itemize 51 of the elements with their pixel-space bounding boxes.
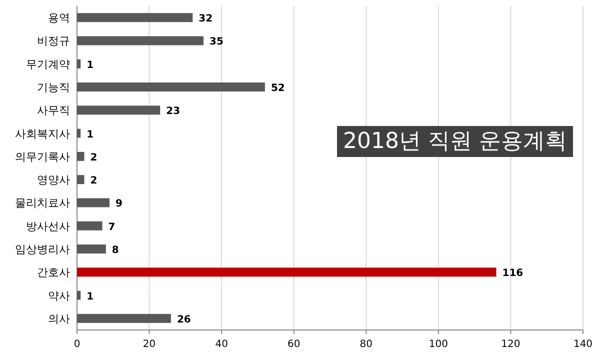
bar (77, 106, 160, 115)
data-label: 116 (502, 268, 524, 280)
y-tick-label: 약사 (48, 289, 70, 302)
x-tick-label: 60 (287, 339, 300, 350)
data-label: 26 (176, 314, 191, 326)
bar (77, 152, 84, 161)
data-label: 8 (112, 245, 119, 256)
data-label: 1 (86, 129, 94, 140)
y-tick-label: 방사선사 (26, 220, 70, 233)
data-label: 7 (108, 222, 116, 233)
y-tick-label: 무기계약 (26, 58, 70, 71)
data-label: 52 (270, 83, 285, 94)
data-label: 1 (86, 60, 94, 71)
x-tick-label: 120 (501, 339, 520, 350)
y-tick-label: 의사 (48, 312, 70, 326)
y-tick-label: 사회복지사 (15, 127, 70, 140)
bar (77, 198, 110, 208)
data-label: 23 (166, 106, 180, 118)
x-tick-label: 40 (215, 339, 228, 350)
y-tick-label: 비정규 (37, 34, 70, 48)
x-tick-label: 100 (428, 339, 448, 350)
y-tick-label: 용역 (48, 12, 70, 25)
data-label: 2 (90, 176, 98, 187)
bar (77, 59, 81, 68)
y-tick-label: 사무직 (37, 104, 70, 118)
bar (77, 13, 193, 22)
bar (77, 314, 171, 323)
data-label: 35 (210, 36, 224, 48)
bar (77, 82, 265, 92)
y-tick-label: 기능직 (37, 81, 70, 94)
data-label: 9 (116, 198, 123, 210)
bar (77, 128, 81, 138)
y-tick-label: 영양사 (37, 174, 70, 187)
bar (77, 244, 106, 254)
text: 2018년 직원 운용계획 (343, 129, 567, 154)
bar (77, 175, 84, 184)
data-label: 32 (198, 14, 213, 25)
x-tick-label: 80 (360, 339, 373, 350)
data-label: 2 (90, 152, 98, 164)
bar (77, 221, 102, 230)
y-tick-label: 간호사 (37, 266, 70, 280)
bar (77, 290, 81, 300)
bar (77, 268, 496, 277)
x-tick-label: 140 (573, 339, 593, 350)
x-tick-label: 0 (74, 339, 80, 350)
data-label: 1 (86, 291, 94, 302)
y-tick-label: 임상병리사 (15, 243, 70, 256)
bar (77, 36, 204, 46)
y-tick-label: 물리치료사 (15, 196, 70, 210)
y-tick-label: 의무기록사 (15, 150, 70, 164)
x-tick-label: 20 (142, 339, 156, 350)
